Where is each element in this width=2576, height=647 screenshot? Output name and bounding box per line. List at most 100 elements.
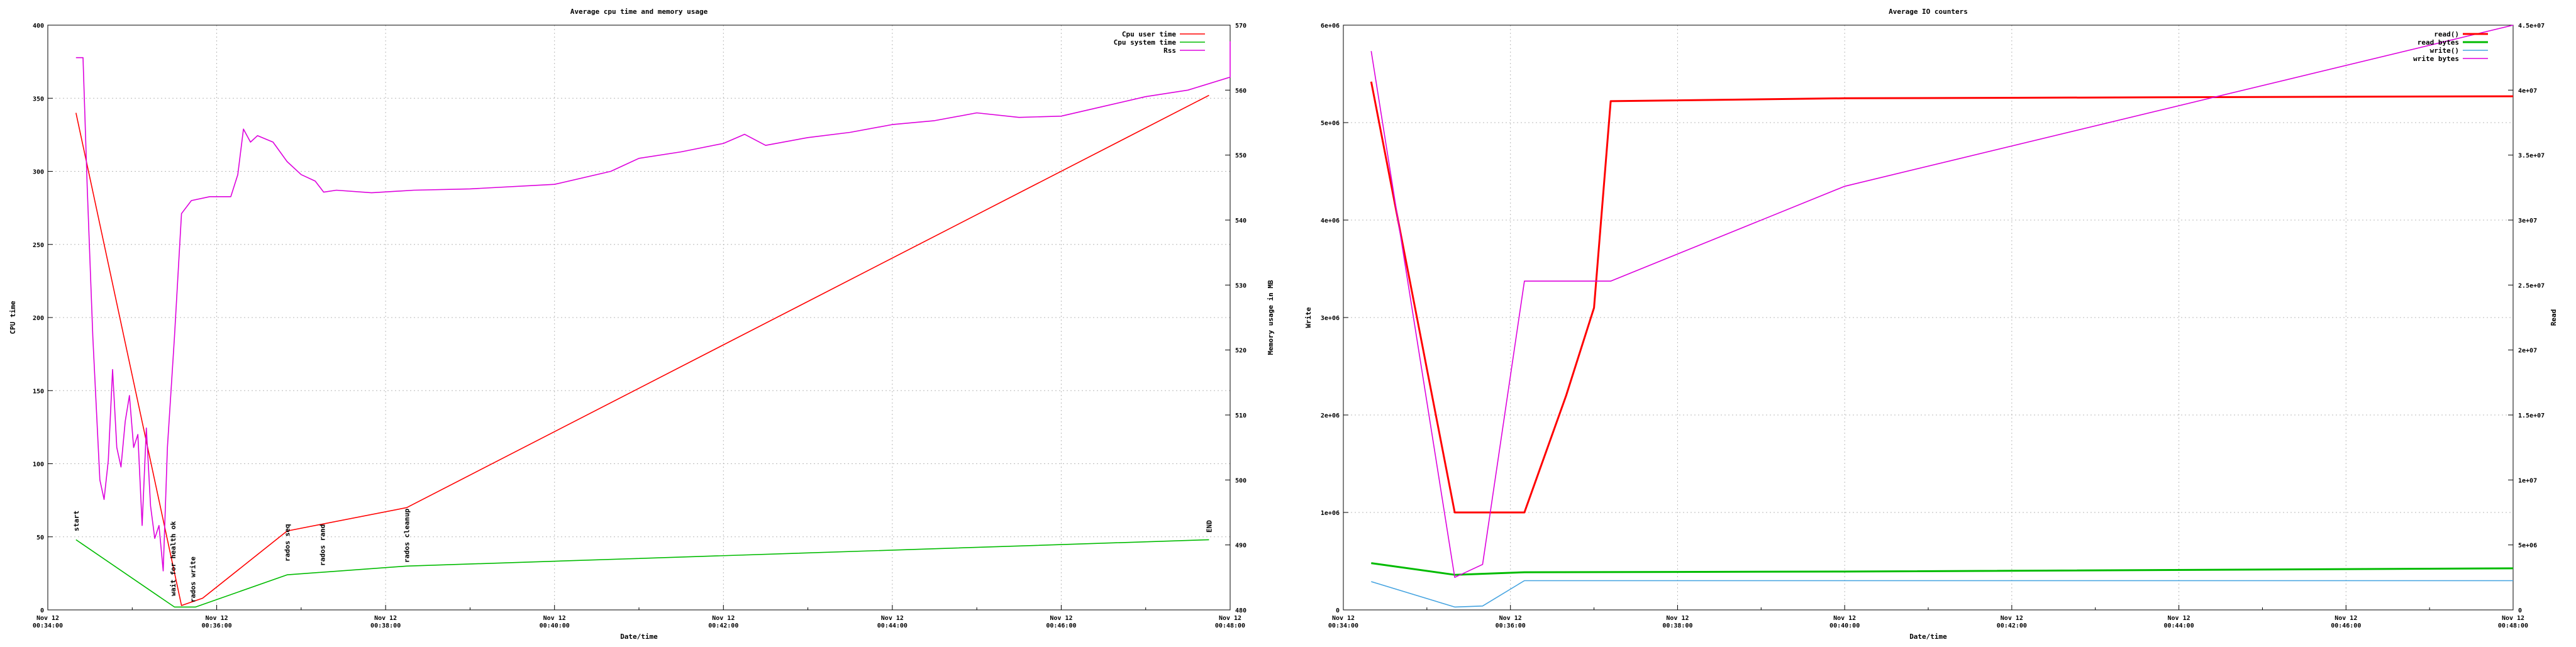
x-tick-time: 00:34:00 xyxy=(33,622,63,629)
y-tick-label: 400 xyxy=(33,23,44,30)
x-tick-date: Nov 12 xyxy=(2168,615,2190,622)
series-rss-line xyxy=(75,41,1231,572)
legend-label: Cpu user time xyxy=(1122,30,1176,38)
y-tick-label: 2e+06 xyxy=(1321,412,1340,419)
x-tick-time: 00:36:00 xyxy=(201,622,231,629)
y-tick-label: 1e+06 xyxy=(1321,510,1340,517)
chart-title: Average IO counters xyxy=(1889,8,1968,16)
x-axis-label: Date/time xyxy=(1909,633,1947,641)
y2-axis-label: Memory usage in MB xyxy=(1267,280,1275,355)
x-tick-date: Nov 12 xyxy=(1499,615,1522,622)
x-tick-time: 00:48:00 xyxy=(2498,622,2528,629)
y-tick-label: 0 xyxy=(40,607,44,614)
x-tick-time: 00:40:00 xyxy=(1829,622,1860,629)
x-tick-time: 00:46:00 xyxy=(1046,622,1076,629)
series-read-line xyxy=(1370,81,2514,514)
series-cpu-user-time-line xyxy=(75,94,1209,606)
y2-tick-label: 560 xyxy=(1235,87,1246,94)
x-tick-date: Nov 12 xyxy=(881,615,904,622)
y2-tick-label: 3.5e+07 xyxy=(2518,153,2545,160)
y2-tick-label: 500 xyxy=(1235,477,1246,484)
series-read-bytes-line xyxy=(1371,562,2514,576)
y2-tick-label: 520 xyxy=(1235,348,1246,355)
y2-tick-label: 2e+07 xyxy=(2518,348,2537,355)
y2-tick-label: 490 xyxy=(1235,543,1246,550)
y2-tick-label: 4.5e+07 xyxy=(2518,23,2545,30)
x-tick-date: Nov 12 xyxy=(1833,615,1856,622)
y-tick-label: 6e+06 xyxy=(1321,23,1340,30)
y2-tick-label: 510 xyxy=(1235,412,1246,419)
y-tick-label: 150 xyxy=(33,388,44,395)
legend-label: write() xyxy=(2430,47,2459,55)
x-tick-time: 00:40:00 xyxy=(540,622,570,629)
y-axis-label: CPU time xyxy=(9,301,17,334)
y2-tick-label: 5e+06 xyxy=(2518,543,2537,550)
y2-tick-label: 3e+07 xyxy=(2518,218,2537,224)
y2-tick-label: 550 xyxy=(1235,153,1246,160)
y2-axis-label: Read xyxy=(2550,309,2558,326)
x-tick-time: 00:42:00 xyxy=(708,622,738,629)
y-tick-label: 50 xyxy=(36,534,44,541)
x-tick-time: 00:48:00 xyxy=(1215,622,1245,629)
y-tick-label: 0 xyxy=(1336,607,1340,614)
x-tick-date: Nov 12 xyxy=(2502,615,2524,622)
y-tick-label: 250 xyxy=(33,242,44,249)
annotation-label: rados write xyxy=(189,556,197,602)
chart-title: Average cpu time and memory usage xyxy=(570,8,708,16)
x-tick-time: 00:44:00 xyxy=(2163,622,2194,629)
y2-tick-label: 530 xyxy=(1235,282,1246,289)
x-tick-time: 00:44:00 xyxy=(877,622,908,629)
x-axis-label: Date/time xyxy=(620,633,658,641)
x-tick-time: 00:38:00 xyxy=(370,622,401,629)
x-tick-date: Nov 12 xyxy=(1219,615,1241,622)
x-tick-date: Nov 12 xyxy=(1666,615,1689,622)
x-tick-time: 00:42:00 xyxy=(1997,622,2027,629)
annotation-label: wait for health ok xyxy=(169,521,177,596)
x-tick-time: 00:38:00 xyxy=(1662,622,1692,629)
annotation-label: rados seq xyxy=(283,524,291,561)
y2-tick-label: 0 xyxy=(2518,607,2522,614)
legend-label: write bytes xyxy=(2413,55,2459,63)
annotation-label: rados cleanup xyxy=(403,509,411,563)
x-tick-date: Nov 12 xyxy=(2001,615,2023,622)
x-tick-time: 00:46:00 xyxy=(2331,622,2361,629)
y-tick-label: 300 xyxy=(33,169,44,176)
grid xyxy=(48,25,1230,610)
x-tick-date: Nov 12 xyxy=(206,615,228,622)
x-tick-date: Nov 12 xyxy=(36,615,59,622)
x-tick-date: Nov 12 xyxy=(1332,615,1355,622)
y-axis-label: Write xyxy=(1304,307,1313,328)
y2-tick-label: 2.5e+07 xyxy=(2518,282,2545,289)
y-tick-label: 5e+06 xyxy=(1321,120,1340,127)
legend-label: Rss xyxy=(1163,47,1176,55)
legend-label: read bytes xyxy=(2418,38,2459,47)
y2-tick-label: 480 xyxy=(1235,607,1246,614)
y2-tick-label: 1.5e+07 xyxy=(2518,412,2545,419)
grid xyxy=(1343,25,2513,610)
x-tick-date: Nov 12 xyxy=(2334,615,2357,622)
legend-label: read() xyxy=(2434,30,2459,38)
y2-tick-label: 540 xyxy=(1235,218,1246,224)
series-write-line xyxy=(1371,580,2513,608)
y2-tick-label: 570 xyxy=(1235,23,1246,30)
y2-tick-label: 4e+07 xyxy=(2518,87,2537,94)
chart-2: Average IO counters 0 1e+06 2e+06 3e+06 4e+06… xyxy=(1304,8,2558,641)
y-tick-label: 4e+06 xyxy=(1321,218,1340,224)
x-tick-time: 00:34:00 xyxy=(1328,622,1358,629)
series-cpu-system-time-line xyxy=(75,539,1209,608)
series-write-bytes-line xyxy=(1370,25,2514,578)
y-tick-label: 100 xyxy=(33,462,44,468)
x-tick-time: 00:36:00 xyxy=(1496,622,1526,629)
x-tick-date: Nov 12 xyxy=(543,615,566,622)
x-tick-date: Nov 12 xyxy=(374,615,397,622)
y-tick-label: 200 xyxy=(33,315,44,322)
y-tick-label: 3e+06 xyxy=(1321,315,1340,322)
annotation-label: rados rand xyxy=(318,524,326,566)
legend-label: Cpu system time xyxy=(1114,38,1177,47)
y-tick-label: 350 xyxy=(33,96,44,102)
annotation-label: END xyxy=(1205,520,1213,533)
